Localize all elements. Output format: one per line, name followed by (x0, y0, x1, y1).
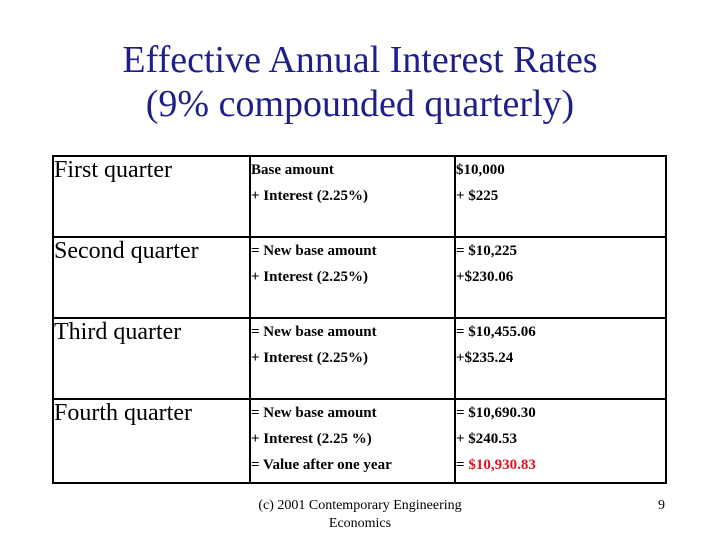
detail-line: + Interest (2.25 %) (251, 431, 372, 447)
title-line-1: Effective Annual Interest Rates (122, 39, 598, 81)
amount-cell: $10,000 + $225 (454, 155, 667, 238)
footer-line-1: (c) 2001 Contemporary Engineering (258, 498, 462, 513)
amount-cell: = $10,690.30 + $240.53 = $10,930.83 (454, 398, 667, 484)
quarter-label: Second quarter (52, 236, 251, 319)
amount-line: +$235.24 (456, 350, 514, 366)
table-row: Third quarter = New base amount + Intere… (52, 317, 667, 400)
detail-line: = New base amount (251, 324, 377, 340)
amount-line: = $10,225 (456, 243, 518, 259)
slide-title: Effective Annual Interest Rates (9% comp… (0, 38, 720, 126)
footer-line-2: Economics (328, 516, 392, 531)
detail-cell: = New base amount + Interest (2.25%) (249, 317, 456, 400)
detail-cell: Base amount + Interest (2.25%) (249, 155, 456, 238)
interest-table: First quarter Base amount + Interest (2.… (52, 155, 667, 484)
amount-line: + $240.53 (456, 431, 518, 447)
quarter-label: Third quarter (52, 317, 251, 400)
detail-cell: = New base amount + Interest (2.25%) (249, 236, 456, 319)
detail-line: + Interest (2.25%) (251, 350, 368, 366)
amount-cell: = $10,225 +$230.06 (454, 236, 667, 319)
table-row: First quarter Base amount + Interest (2.… (52, 155, 667, 238)
table-row: Fourth quarter = New base amount + Inter… (52, 398, 667, 484)
detail-line: = Value after one year (251, 457, 392, 473)
amount-line: + $225 (456, 188, 499, 204)
amount-line: +$230.06 (456, 269, 514, 285)
amount-line: = $10,455.06 (456, 324, 536, 340)
detail-line: + Interest (2.25%) (251, 269, 368, 285)
detail-line: + Interest (2.25%) (251, 188, 368, 204)
amount-line: = $10,690.30 (456, 405, 536, 421)
title-line-2: (9% compounded quarterly) (145, 83, 575, 125)
detail-cell: = New base amount + Interest (2.25 %) = … (249, 398, 456, 484)
detail-line: Base amount (251, 162, 334, 178)
final-amount-line: = $10,930.83 (456, 452, 665, 478)
final-value: $10,930.83 (468, 457, 536, 473)
quarter-label: First quarter (52, 155, 251, 238)
page-number: 9 (658, 498, 665, 513)
final-prefix: = (456, 457, 469, 473)
detail-line: = New base amount (251, 243, 377, 259)
amount-cell: = $10,455.06 +$235.24 (454, 317, 667, 400)
quarter-label: Fourth quarter (52, 398, 251, 484)
copyright-footer: (c) 2001 Contemporary Engineering Econom… (255, 497, 465, 533)
amount-line: $10,000 (456, 162, 505, 178)
detail-line: = New base amount (251, 405, 377, 421)
table-row: Second quarter = New base amount + Inter… (52, 236, 667, 319)
